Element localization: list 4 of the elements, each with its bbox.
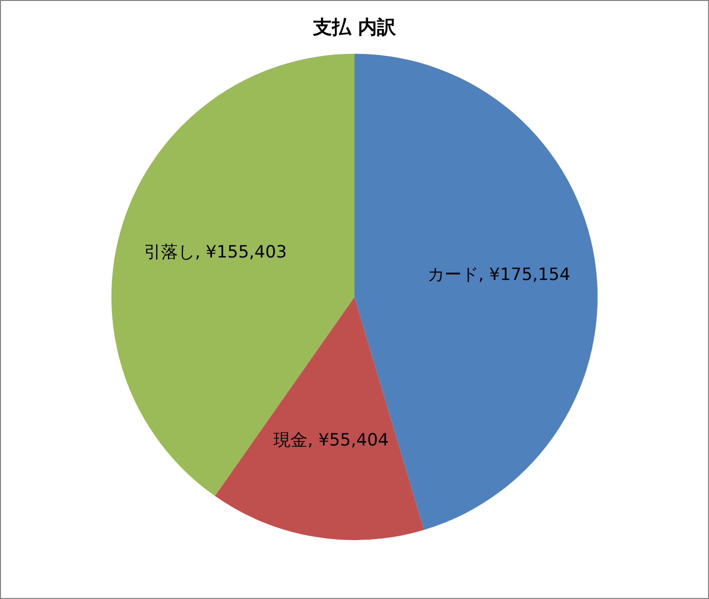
slice-label: 引落し, ¥155,403 [144, 242, 287, 262]
slice-label: カード, ¥175,154 [427, 265, 570, 286]
slice-label: 現金, ¥55,404 [274, 430, 389, 450]
chart-title: 支払 内訳 [312, 16, 397, 38]
